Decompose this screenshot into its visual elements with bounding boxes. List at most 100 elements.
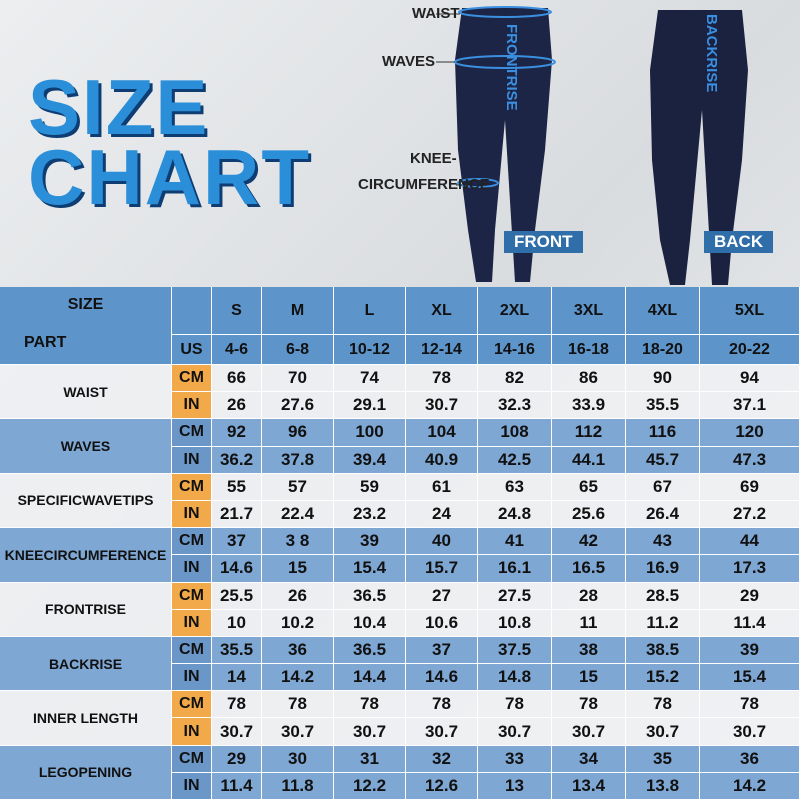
measurement: 30.7 [334, 718, 406, 746]
measurement: 25.5 [212, 582, 262, 610]
measurement: 35.5 [626, 392, 700, 420]
unit-label: CM [172, 745, 212, 773]
measurement: 24 [406, 500, 478, 529]
measurement: 14.4 [334, 664, 406, 692]
measurement: 69 [700, 473, 800, 501]
measurement: 12.6 [406, 772, 478, 800]
measurement: 30.7 [700, 718, 800, 746]
measurement: 11.4 [700, 609, 800, 637]
unit-label: IN [172, 772, 212, 800]
measurement: 78 [626, 691, 700, 719]
us-size: 14-16 [478, 335, 552, 365]
measurement: 15.4 [700, 664, 800, 692]
unit-label: CM [172, 691, 212, 719]
measurement: 11 [552, 609, 626, 637]
measurement: 24.8 [478, 500, 552, 529]
measurement: 35 [626, 745, 700, 773]
measurement: 14 [212, 664, 262, 692]
size-name: XL [406, 287, 478, 335]
measurement: 10.8 [478, 609, 552, 637]
measurement: 15 [552, 664, 626, 692]
measurement: 13.8 [626, 772, 700, 800]
measurement: 14.2 [262, 664, 334, 692]
measurement: 10 [212, 609, 262, 637]
measurement: 66 [212, 365, 262, 393]
measurement: 10.6 [406, 609, 478, 637]
us-header: US [172, 335, 212, 365]
measurement: 40.9 [406, 446, 478, 474]
measurement: 33 [478, 745, 552, 773]
measurement: 27.6 [262, 392, 334, 420]
measurement: 29 [212, 745, 262, 773]
measurement: 36.5 [334, 582, 406, 610]
unit-label: IN [172, 446, 212, 474]
measurement: 16.5 [552, 555, 626, 583]
measurement: 39.4 [334, 446, 406, 474]
measurement: 35.5 [212, 636, 262, 665]
measurement: 42.5 [478, 446, 552, 474]
unit-label: CM [172, 365, 212, 393]
measurement: 28 [552, 582, 626, 610]
measurement: 100 [334, 419, 406, 447]
us-size: 16-18 [552, 335, 626, 365]
size-name: 2XL [478, 287, 552, 335]
measurement: 36 [700, 745, 800, 773]
measurement: 36 [262, 636, 334, 665]
size-table: SIZE PART US S 4-6 M 6-8 L 10-12 XL 12-14 2XL 14-16 3… [0, 287, 800, 800]
measurement: 14.2 [700, 772, 800, 800]
measurement: 86 [552, 365, 626, 393]
measurement: 33.9 [552, 392, 626, 420]
measurement: 26 [262, 582, 334, 610]
unit-label: CM [172, 636, 212, 665]
measurement: 30.7 [406, 718, 478, 746]
measurement: 16.9 [626, 555, 700, 583]
measurement: 108 [478, 419, 552, 447]
measurement: 47.3 [700, 446, 800, 474]
part-name: BACKRISE [0, 636, 172, 692]
unit-label: IN [172, 392, 212, 420]
measurement: 14.8 [478, 664, 552, 692]
measurement: 44.1 [552, 446, 626, 474]
measurement: 78 [406, 365, 478, 393]
measurement: 94 [700, 365, 800, 393]
title-line2: CHART [28, 133, 311, 221]
measurement: 14.6 [406, 664, 478, 692]
back-tag: BACK [704, 231, 774, 253]
measurement: 32.3 [478, 392, 552, 420]
unit-label: IN [172, 718, 212, 746]
measurement: 37.5 [478, 636, 552, 665]
measurement: 43 [626, 528, 700, 556]
front-jeans [455, 8, 552, 282]
title-line1: SIZE [28, 63, 210, 151]
measurement: 38 [552, 636, 626, 665]
measurement: 65 [552, 473, 626, 501]
part-name: FRONTRISE [0, 582, 172, 637]
frontrise-label: FRONTRISE [503, 24, 520, 111]
measurement: 32 [406, 745, 478, 773]
unit-label: IN [172, 555, 212, 583]
measurement: 15.7 [406, 555, 478, 583]
measurement: 82 [478, 365, 552, 393]
us-size: 6-8 [262, 335, 334, 365]
part-name: LEGOPENING [0, 745, 172, 800]
unit-label: IN [172, 609, 212, 637]
measurement: 78 [212, 691, 262, 719]
measurement: 16.1 [478, 555, 552, 583]
measurement: 38.5 [626, 636, 700, 665]
measurement: 112 [552, 419, 626, 447]
knee-label: CIRCUMFERENCE [358, 176, 490, 193]
unit-label: IN [172, 500, 212, 529]
measurement: 34 [552, 745, 626, 773]
measurement: 15 [262, 555, 334, 583]
measurement: 23.2 [334, 500, 406, 529]
unit-label: CM [172, 528, 212, 556]
measurement: 30.7 [212, 718, 262, 746]
measurement: 12.2 [334, 772, 406, 800]
knee-label: KNEE- [410, 150, 457, 167]
measurement: 37.8 [262, 446, 334, 474]
measurement: 27 [406, 582, 478, 610]
measurement: 13.4 [552, 772, 626, 800]
measurement: 10.4 [334, 609, 406, 637]
measurement: 11.4 [212, 772, 262, 800]
part-name: KNEECIRCUMFERENCE [0, 528, 172, 583]
